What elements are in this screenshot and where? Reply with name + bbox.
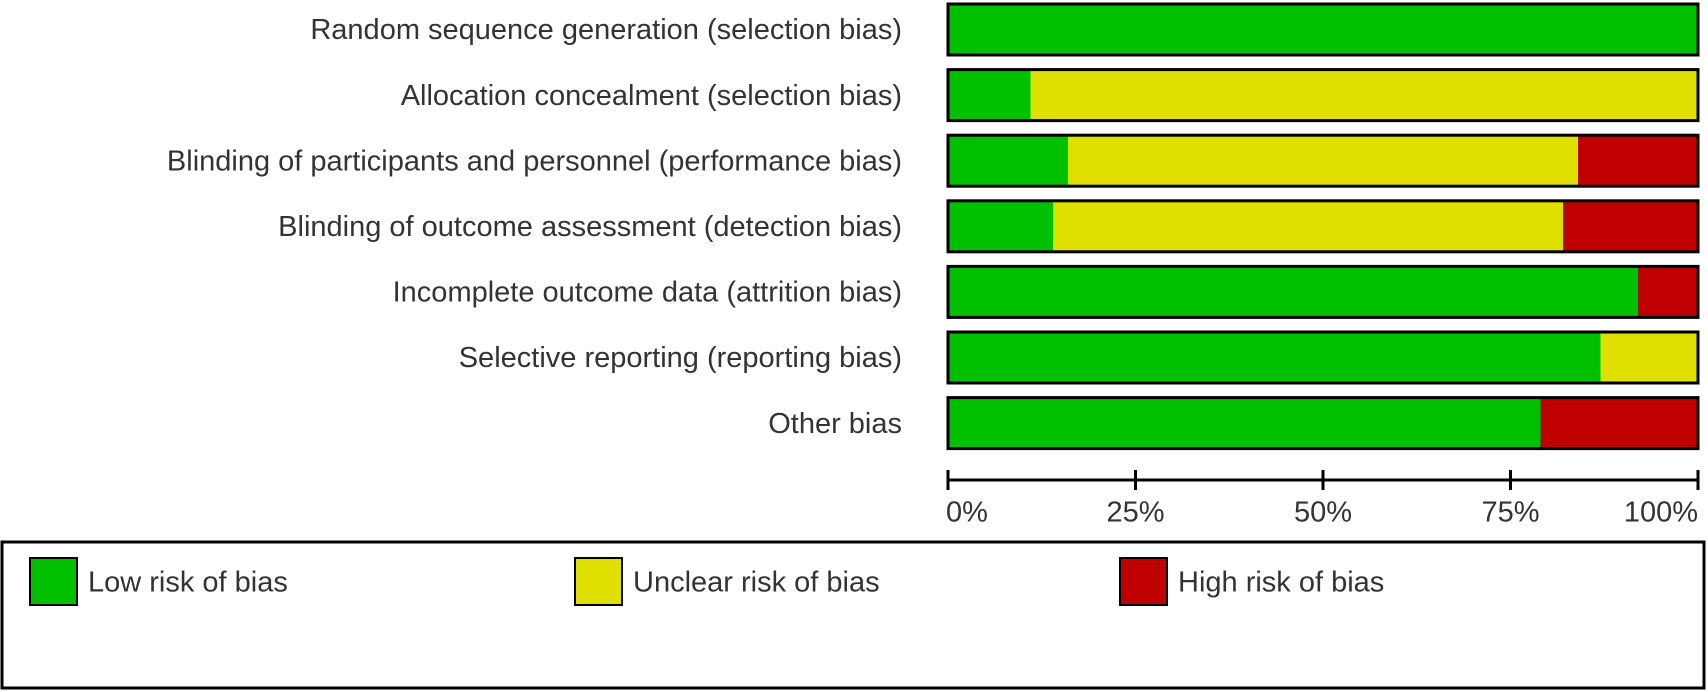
bar-segment xyxy=(1540,397,1698,449)
bar-outline xyxy=(946,330,1700,385)
x-tick-label: 100% xyxy=(1624,497,1698,529)
category-label: Incomplete outcome data (attrition bias) xyxy=(393,277,902,309)
category-label: Random sequence generation (selection bi… xyxy=(310,14,902,46)
bar-outline xyxy=(946,2,1700,57)
legend-swatch xyxy=(574,557,623,606)
bar-outline xyxy=(946,199,1700,254)
bar-segment xyxy=(948,135,1068,187)
category-label: Blinding of participants and personnel (… xyxy=(167,145,902,177)
category-label: Blinding of outcome assessment (detectio… xyxy=(278,211,902,243)
category-label: Other bias xyxy=(768,408,902,440)
bar-segment xyxy=(1053,200,1563,252)
bar-segment xyxy=(948,397,1541,449)
bar-segment xyxy=(1563,200,1698,252)
legend-label: Unclear risk of bias xyxy=(633,567,880,599)
bar-segment xyxy=(948,332,1601,383)
legend-box xyxy=(0,540,1706,690)
bar-segment xyxy=(1638,266,1698,318)
bar-segment xyxy=(1030,69,1698,121)
legend-swatch xyxy=(29,557,78,606)
bar-segment xyxy=(948,69,1031,121)
legend-label: High risk of bias xyxy=(1178,567,1384,599)
bar-outline xyxy=(946,133,1700,188)
bar-segment xyxy=(948,266,1638,318)
category-label: Selective reporting (reporting bias) xyxy=(459,342,902,374)
bar-outline xyxy=(946,396,1700,451)
x-tick-label: 75% xyxy=(1481,497,1539,529)
bar-segment xyxy=(1578,135,1698,187)
legend-swatch xyxy=(1119,557,1168,606)
bar-segment xyxy=(1068,135,1578,187)
bar-outline xyxy=(946,264,1700,319)
bar-segment xyxy=(1600,332,1698,383)
x-tick-label: 50% xyxy=(1294,497,1352,529)
category-label: Allocation concealment (selection bias) xyxy=(401,80,902,112)
bar-segment xyxy=(948,200,1053,252)
bar-segment xyxy=(948,4,1698,55)
legend-label: Low risk of bias xyxy=(88,567,288,599)
x-tick-label: 0% xyxy=(946,497,988,529)
bar-outline xyxy=(946,68,1700,123)
x-tick-label: 25% xyxy=(1106,497,1164,529)
